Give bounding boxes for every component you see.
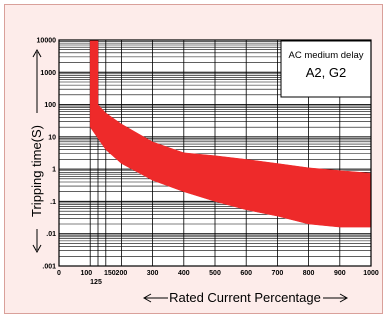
- x-tick-label: 200: [116, 270, 128, 277]
- x-tick-label: 400: [178, 270, 190, 277]
- annotation-line-1: AC medium delay: [289, 50, 364, 61]
- annotation-line-2: A2, G2: [306, 65, 346, 80]
- x-tick-label: 500: [209, 270, 221, 277]
- y-axis-title-group: Tripping time(S): [29, 48, 44, 254]
- y-tick-label: .01: [46, 231, 56, 238]
- y-tick-label: 1000: [40, 70, 56, 77]
- x-tick-label: 800: [303, 270, 315, 277]
- y-tick-label: .001: [42, 264, 56, 271]
- x-tick-label: 125: [90, 279, 102, 286]
- x-axis-arrow-right-icon: [339, 293, 349, 303]
- y-tick-label: 100: [44, 102, 56, 109]
- x-tick-label: 150: [104, 270, 116, 277]
- x-tick-label: 700: [272, 270, 284, 277]
- x-tick-label: 1000: [363, 270, 379, 277]
- x-tick-label: 300: [147, 270, 159, 277]
- x-tick-label: 600: [240, 270, 252, 277]
- y-tick-label: 10000: [37, 38, 57, 45]
- plot-border: [58, 39, 372, 267]
- annotation-box: AC medium delay A2, G2: [280, 40, 372, 98]
- y-tick-label: 1: [52, 167, 56, 174]
- y-tick-label: 10: [48, 134, 56, 141]
- y-axis-arrow-down-icon: [32, 244, 42, 254]
- x-axis-arrow-left-icon: [142, 293, 152, 303]
- y-tick-label: .1: [50, 199, 56, 206]
- x-axis-title-group: Rated Current Percentage: [142, 290, 349, 305]
- y-axis-arrow-up-icon: [32, 48, 42, 58]
- x-tick-label: 900: [334, 270, 346, 277]
- x-axis-title: Rated Current Percentage: [169, 290, 321, 305]
- y-axis-title: Tripping time(S): [29, 125, 44, 217]
- x-tick-label: 100: [81, 270, 93, 277]
- chart-frame: AC medium delay A2, G2 10000 1000 100 10 1.1…: [4, 4, 383, 314]
- x-tick-label: 0: [57, 270, 61, 277]
- tripping-curve-chart: AC medium delay A2, G2 100001000100101.1…: [29, 38, 379, 306]
